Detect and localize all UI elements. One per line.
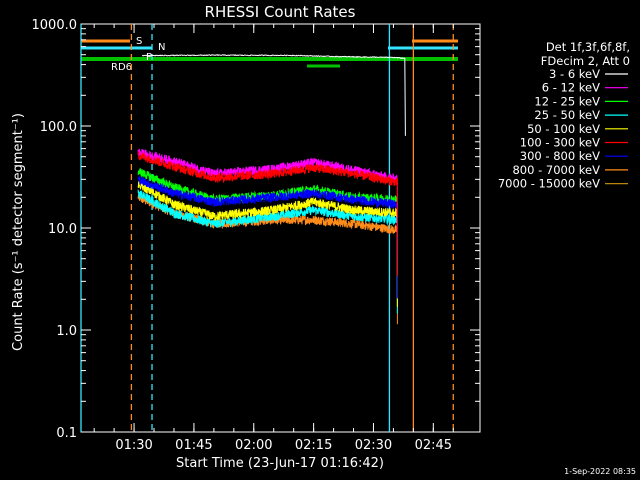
series-line — [137, 148, 398, 274]
legend-entry-label: 800 - 7000 keV — [512, 163, 600, 177]
x-tick-label: 02:45 — [415, 438, 452, 453]
x-tick-label: 01:45 — [175, 438, 212, 453]
y-tick-label: 100.0 — [40, 120, 77, 135]
y-axis-ticks: 1000.0 100.0 10.0 1.0 0.1 — [32, 18, 480, 441]
series-line — [137, 167, 398, 294]
x-tick-label: 01:30 — [115, 438, 152, 453]
plot-frame — [80, 23, 481, 433]
x-tick-label: 02:30 — [355, 438, 392, 453]
legend-header: Det 1f,3f,6f,8f, — [546, 40, 630, 54]
y-tick-label: 10.0 — [48, 222, 77, 237]
legend-entry-label: 6 - 12 keV — [542, 81, 600, 95]
series-line — [137, 151, 398, 277]
legend-entry-label: 3 - 6 keV — [549, 67, 600, 81]
legend-entry-label: 50 - 100 keV — [527, 122, 600, 136]
x-tick-label: 02:00 — [235, 438, 272, 453]
x-axis-label: Start Time (23-Jun-17 01:16:42) — [176, 456, 384, 471]
legend-entry-label: 100 - 300 keV — [520, 136, 600, 150]
series-line — [142, 54, 406, 136]
y-tick-label: 1000.0 — [32, 18, 78, 33]
flag-label-rd6: RD6 — [111, 62, 132, 73]
x-tick-label: 02:15 — [295, 438, 332, 453]
y-axis-label: Count Rate (s⁻¹ detector segment⁻¹) — [11, 113, 26, 351]
y-tick-label: 0.1 — [56, 426, 77, 441]
chart-title: RHESSI Count Rates — [205, 3, 356, 21]
flag-label-n: N — [158, 42, 165, 53]
series-line — [137, 180, 398, 308]
legend-entry-label: 25 - 50 keV — [534, 108, 600, 122]
legend-header: FDecim 2, Att 0 — [541, 54, 630, 68]
x-axis-ticks: 01:30 01:45 02:00 02:15 02:30 02:45 — [93, 24, 454, 453]
series-lines — [137, 54, 406, 325]
legend-entry-label: 300 - 800 keV — [520, 149, 600, 163]
flag-bars: S N RD6 P — [81, 36, 458, 73]
flag-label-s: S — [136, 36, 142, 47]
legend-entry-label: 12 - 25 keV — [534, 94, 600, 108]
footer-timestamp: 1-Sep-2022 08:35 — [564, 467, 636, 476]
legend-entry-label: 7000 - 15000 keV — [498, 177, 600, 191]
flag-label-p: P — [146, 52, 152, 63]
legend: Det 1f,3f,6f,8f,FDecim 2, Att 03 - 6 keV… — [498, 40, 630, 191]
series-line — [137, 174, 398, 299]
y-tick-label: 1.0 — [56, 324, 77, 339]
